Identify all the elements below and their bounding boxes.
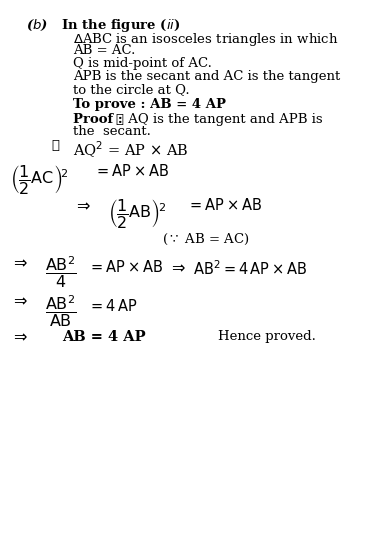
Text: $= \mathrm{AP} \times \mathrm{AB}$: $= \mathrm{AP} \times \mathrm{AB}$ xyxy=(94,163,170,179)
Text: $= 4\,\mathrm{AP}$: $= 4\,\mathrm{AP}$ xyxy=(88,298,138,314)
Text: $= \mathrm{AP} \times \mathrm{AB}$: $= \mathrm{AP} \times \mathrm{AB}$ xyxy=(187,197,262,214)
Text: $\Rightarrow$: $\Rightarrow$ xyxy=(74,197,91,215)
Text: In the figure ($ii$): In the figure ($ii$) xyxy=(61,17,180,34)
Text: $\Delta$ABC is an isosceles triangles in which: $\Delta$ABC is an isosceles triangles in… xyxy=(74,31,339,48)
Text: Hence proved.: Hence proved. xyxy=(218,330,316,343)
Text: ∴ AQ is the tangent and APB is: ∴ AQ is the tangent and APB is xyxy=(116,113,323,126)
Text: ∴: ∴ xyxy=(52,139,59,152)
Text: $\Rightarrow$: $\Rightarrow$ xyxy=(10,293,28,310)
Text: AB = 4 AP: AB = 4 AP xyxy=(63,330,146,344)
Text: $\Rightarrow$: $\Rightarrow$ xyxy=(10,254,28,271)
Text: to the circle at Q.: to the circle at Q. xyxy=(74,83,190,97)
Text: $\Rightarrow$: $\Rightarrow$ xyxy=(10,328,28,345)
Text: $\left(\dfrac{1}{2}\mathrm{AC}\right)^{\!2}$: $\left(\dfrac{1}{2}\mathrm{AC}\right)^{\… xyxy=(10,163,69,196)
Text: $\dfrac{\mathrm{AB}^2}{4}$: $\dfrac{\mathrm{AB}^2}{4}$ xyxy=(45,254,77,290)
Text: $\dfrac{\mathrm{AB}^2}{\mathrm{AB}}$: $\dfrac{\mathrm{AB}^2}{\mathrm{AB}}$ xyxy=(45,293,77,329)
Text: ($b$): ($b$) xyxy=(26,17,48,32)
Text: $= \mathrm{AP} \times \mathrm{AB}$: $= \mathrm{AP} \times \mathrm{AB}$ xyxy=(88,259,163,275)
Text: APB is the secant and AC is the tangent: APB is the secant and AC is the tangent xyxy=(74,70,341,83)
Text: AQ$^2$ = AP $\times$ AB: AQ$^2$ = AP $\times$ AB xyxy=(74,139,189,160)
Text: To prove : AB = 4 AP: To prove : AB = 4 AP xyxy=(74,98,226,111)
Text: $\Rightarrow$: $\Rightarrow$ xyxy=(168,259,185,277)
Text: $\mathrm{AB}^2 = 4\, \mathrm{AP} \times \mathrm{AB}$: $\mathrm{AB}^2 = 4\, \mathrm{AP} \times … xyxy=(193,259,308,278)
Text: $\left(\dfrac{1}{2}\mathrm{AB}\right)^{\!2}$: $\left(\dfrac{1}{2}\mathrm{AB}\right)^{\… xyxy=(108,197,166,230)
Text: Proof :: Proof : xyxy=(74,113,128,126)
Text: the  secant.: the secant. xyxy=(74,125,151,138)
Text: ($\because$ AB = AC): ($\because$ AB = AC) xyxy=(162,232,249,247)
Text: Q is mid-point of AC.: Q is mid-point of AC. xyxy=(74,57,212,70)
Text: AB = AC.: AB = AC. xyxy=(74,44,136,57)
